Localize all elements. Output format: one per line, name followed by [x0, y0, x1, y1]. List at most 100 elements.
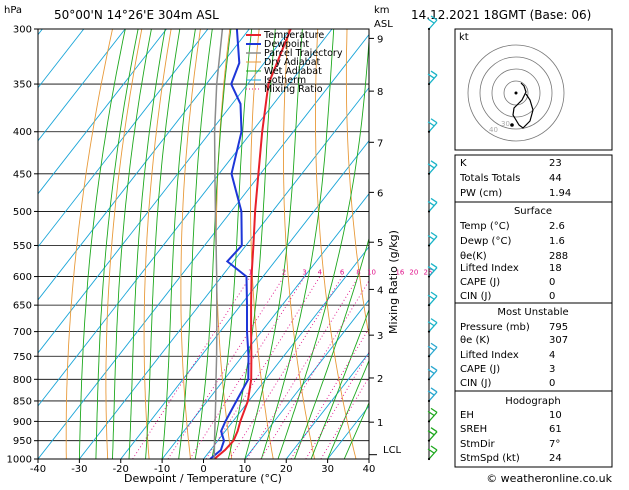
wind-barb-flag	[430, 318, 438, 324]
isotherm-line	[38, 29, 209, 248]
wind-barb-flag	[427, 266, 435, 272]
pressure-tick-label: 950	[13, 436, 32, 447]
x-axis-label: Dewpoint / Temperature (°C)	[124, 472, 282, 485]
wind-barb-dot	[427, 378, 431, 381]
wet-adiabat-lines	[78, 29, 369, 459]
mixing-ratio-line	[290, 327, 369, 459]
wind-barb-flag	[430, 15, 438, 21]
wet-adiabat-line	[194, 29, 232, 459]
mixing-ratio-label: 4	[318, 269, 323, 277]
mu-value: 795	[549, 322, 568, 333]
index-value: 23	[549, 158, 562, 169]
pressure-tick-label: 650	[13, 301, 32, 312]
wind-barb-dot	[427, 420, 431, 423]
surface-value: 2.6	[549, 221, 565, 232]
wind-barb-dot	[427, 355, 431, 358]
wind-barb-flag	[427, 345, 435, 351]
isotherm-line	[244, 299, 369, 459]
mixing-ratio-line	[246, 276, 359, 459]
wind-barb-shaft	[428, 267, 438, 277]
isotherm-lines	[38, 29, 369, 459]
isotherm-line	[161, 193, 369, 459]
wind-barb-shaft	[428, 122, 438, 133]
wind-barb-shaft	[428, 19, 438, 30]
dry-adiabat-line	[611, 29, 629, 459]
dry-adiabat-line	[105, 29, 143, 459]
sounding-series	[209, 29, 292, 459]
wind-barb-shaft	[428, 369, 438, 380]
mixing-ratio-labels: 1 2 3 4 6 8 10 16 20 25	[248, 269, 432, 277]
wind-barb-dot	[427, 275, 431, 278]
dry-adiabat-line	[250, 29, 274, 459]
hodograph-title: Hodograph	[505, 396, 560, 407]
wind-barb-dot	[427, 82, 431, 86]
isotherm-line	[79, 86, 369, 459]
wind-barb-flag	[427, 368, 435, 374]
wind-barb-flag	[430, 342, 438, 348]
isotherm-line	[120, 139, 369, 459]
wind-barb-flag	[430, 291, 438, 297]
wind-barb-dot	[427, 27, 431, 31]
mu-label: Lifted Index	[460, 350, 519, 361]
mu-label: CIN (J)	[460, 378, 491, 389]
wind-barb-flag	[427, 18, 435, 24]
hodograph-ring-label: 40	[489, 126, 498, 134]
temperature-tick-label: 20	[280, 464, 293, 475]
index-value: 1.94	[549, 188, 571, 199]
temperature-tick-label: 30	[321, 464, 334, 475]
hodograph-kt-label: kt	[459, 32, 469, 43]
wind-barb-dot	[427, 457, 431, 461]
wind-barb-flag	[427, 321, 435, 327]
wet-adiabat-line	[260, 29, 335, 459]
mixing-ratio-line	[189, 276, 306, 459]
plot-background	[38, 29, 629, 459]
mu-label: Pressure (mb)	[460, 322, 530, 333]
wet-adiabat-line	[161, 29, 196, 459]
wet-adiabat-line	[294, 236, 369, 459]
wind-barb-flag	[430, 118, 438, 124]
surface-label: CIN (J)	[460, 291, 491, 302]
wind-barb-flag	[430, 407, 438, 413]
pressure-tick-label: 850	[13, 396, 32, 407]
surface-label: Dewp (°C)	[460, 236, 511, 247]
dry-adiabat-line	[180, 29, 201, 459]
wet-adiabat-line	[310, 308, 369, 459]
wind-barb-shaft	[428, 431, 438, 442]
dewpoint-line	[209, 29, 250, 459]
isotherm-line	[38, 29, 167, 195]
wind-barb-flag	[427, 121, 435, 127]
most-unstable-title: Most Unstable	[497, 307, 568, 318]
mixing-ratio-line	[132, 276, 251, 459]
dry-adiabat-line	[315, 29, 357, 459]
mixing-ratio-label: 16	[395, 269, 404, 277]
hodograph-ring	[491, 68, 541, 118]
pressure-tick-label: 350	[13, 80, 32, 91]
wet-adiabat-line	[277, 34, 369, 459]
hodo-value: 10	[549, 410, 562, 421]
wet-adiabat-line	[95, 29, 139, 459]
hodograph-ring	[503, 80, 529, 106]
indices-table: K 23 Totals Totals 44 PW (cm) 1.94	[454, 154, 613, 203]
wind-barb-flag	[430, 231, 438, 238]
mixing-ratio-line	[205, 276, 321, 459]
wet-adiabat-line	[211, 29, 253, 459]
pressure-tick-label: 800	[13, 375, 32, 386]
temperature-axis: -40 -30 -20 -10 0 10 20 30 40	[30, 459, 375, 475]
mu-value: 307	[549, 335, 568, 346]
wet-adiabat-line	[145, 29, 181, 459]
hodo-value: 61	[549, 424, 562, 435]
pressure-tick-label: 450	[13, 169, 32, 180]
wind-barb-dot	[427, 399, 431, 403]
mu-value: 3	[549, 364, 555, 375]
hodograph-center	[514, 91, 518, 95]
isotherm-line	[38, 29, 333, 407]
wind-barb-flag	[430, 263, 438, 269]
wind-barbs	[427, 15, 438, 461]
height-tick-label: 8	[377, 87, 383, 98]
mu-label: CAPE (J)	[460, 364, 500, 375]
legend-dewpoint: Dewpoint	[264, 39, 309, 50]
dry-adiabat-line	[65, 29, 113, 459]
index-label: K	[460, 158, 467, 169]
temperature-tick-label: -30	[71, 464, 87, 475]
